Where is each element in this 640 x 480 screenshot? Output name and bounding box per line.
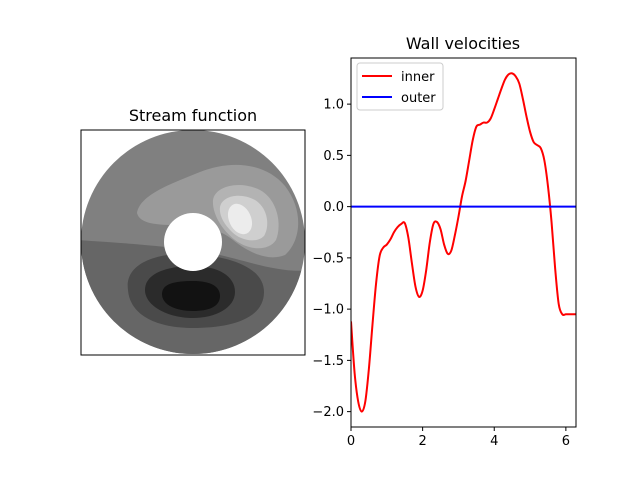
x-tick-label: 0: [347, 434, 355, 449]
x-tick-label: 2: [418, 434, 426, 449]
x-tick-label: 6: [562, 434, 570, 449]
wall-velocities-title: Wall velocities: [406, 34, 520, 53]
contour-level-1: [162, 281, 220, 311]
inner-cylinder: [164, 213, 222, 271]
stream-function-field: [81, 130, 305, 354]
legend: inner outer: [356, 62, 444, 111]
x-tick-label: 4: [490, 434, 498, 449]
legend-label-inner: inner: [401, 70, 435, 85]
y-tick-label: 0.5: [323, 149, 344, 164]
y-tick-label: −1.5: [312, 354, 344, 369]
stream-function-frame: [80, 129, 306, 356]
series-lines: [351, 72, 576, 413]
contour-level-9: [227, 203, 253, 235]
legend-label-outer: outer: [401, 91, 436, 106]
y-tick-label: −1.0: [312, 303, 344, 318]
y-tick-label: −2.0: [312, 405, 344, 420]
stream-function-title: Stream function: [129, 106, 257, 125]
axis-ticks: 0 2 4 6 −2.0 −1.5 −1.0 −0.5 0.0 0.5 1.0: [312, 98, 570, 449]
wall-velocities-plot: 0 2 4 6 −2.0 −1.5 −1.0 −0.5 0.0 0.5 1.0: [312, 57, 577, 449]
series-line-inner: [351, 72, 576, 413]
wall-velocities-frame: [350, 57, 577, 428]
y-tick-label: −0.5: [312, 251, 344, 266]
y-tick-label: 0.0: [323, 200, 344, 215]
legend-box: [356, 62, 444, 111]
y-tick-label: 1.0: [323, 98, 344, 113]
